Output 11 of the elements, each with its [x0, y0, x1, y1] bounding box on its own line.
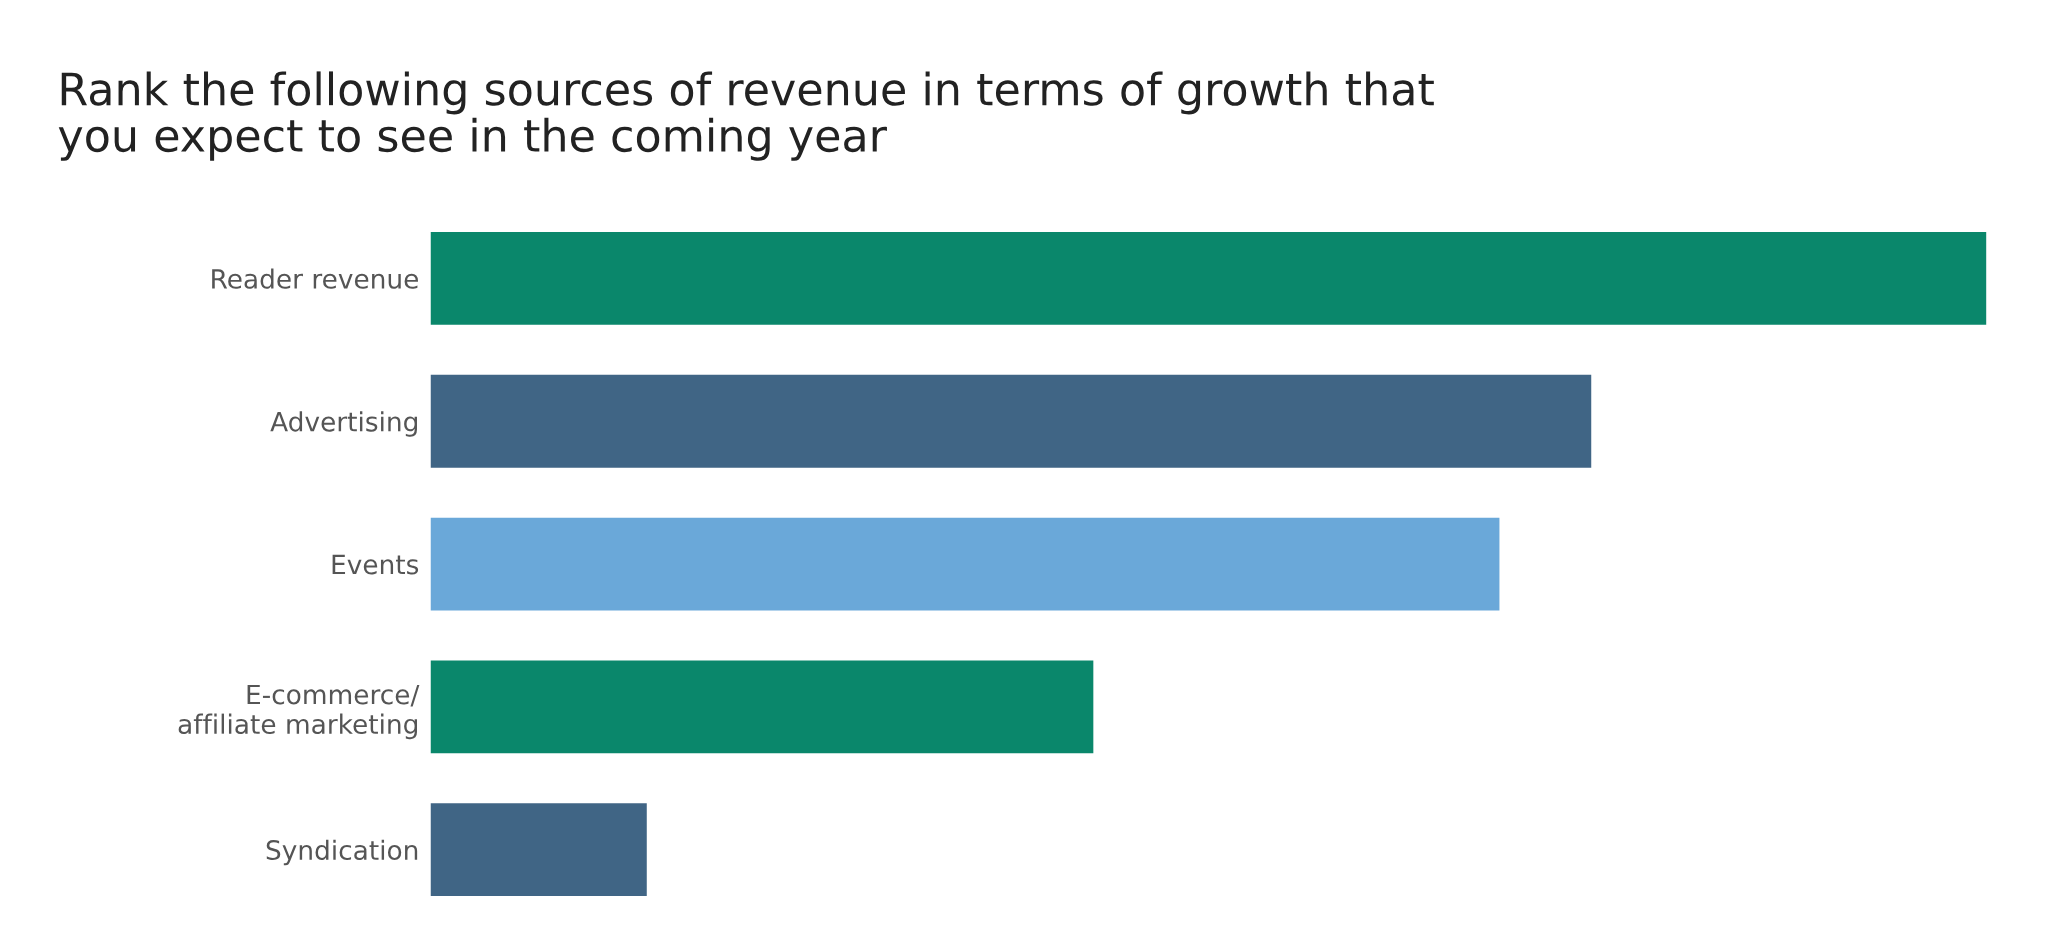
bar — [430, 517, 1500, 611]
y-tick-label: E-commerce/ affiliate marketing — [178, 684, 420, 740]
bar — [430, 232, 1987, 325]
y-tick-label: Events — [332, 554, 419, 575]
bar — [430, 803, 647, 897]
y-tick-label: Advertising — [270, 411, 417, 437]
y-tick-label: Syndication — [266, 839, 418, 866]
bar — [430, 660, 1094, 754]
bar — [430, 374, 1592, 468]
chart-title: Rank the following sources of revenue in terms of growth that you expect to see in the coming year — [58, 71, 1434, 161]
y-tick-label: Reader revenue — [212, 268, 418, 289]
